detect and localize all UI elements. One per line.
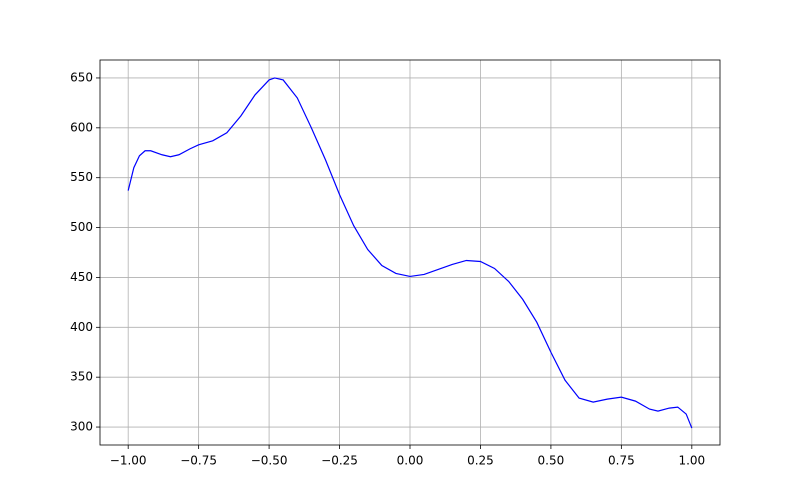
x-tick-label: −1.00 — [110, 454, 147, 468]
x-tick-label: 0.75 — [608, 454, 635, 468]
y-tick-label: 350 — [70, 370, 93, 384]
x-tick-label: −0.50 — [251, 454, 288, 468]
x-tick-label: 0.00 — [397, 454, 424, 468]
x-tick-label: 1.00 — [678, 454, 705, 468]
x-tick-label: 0.25 — [467, 454, 494, 468]
y-tick-label: 400 — [70, 320, 93, 334]
x-tick-label: −0.25 — [321, 454, 358, 468]
plot — [127, 77, 693, 429]
data-line — [127, 77, 693, 429]
y-tick-label: 600 — [70, 120, 93, 134]
ticks: −1.00 −0.75 −0.50 −0.25 0.00 0.25 0.50 0.75 1.00… — [70, 70, 705, 467]
y-tick-label: 550 — [70, 170, 93, 184]
x-tick-label: −0.75 — [180, 454, 217, 468]
y-tick-label: 450 — [70, 270, 93, 284]
y-tick-label: 500 — [70, 220, 93, 234]
y-tick-label: 300 — [70, 420, 93, 434]
y-tick-label: 650 — [70, 70, 93, 84]
x-tick-label: 0.50 — [538, 454, 565, 468]
grid — [100, 60, 720, 445]
